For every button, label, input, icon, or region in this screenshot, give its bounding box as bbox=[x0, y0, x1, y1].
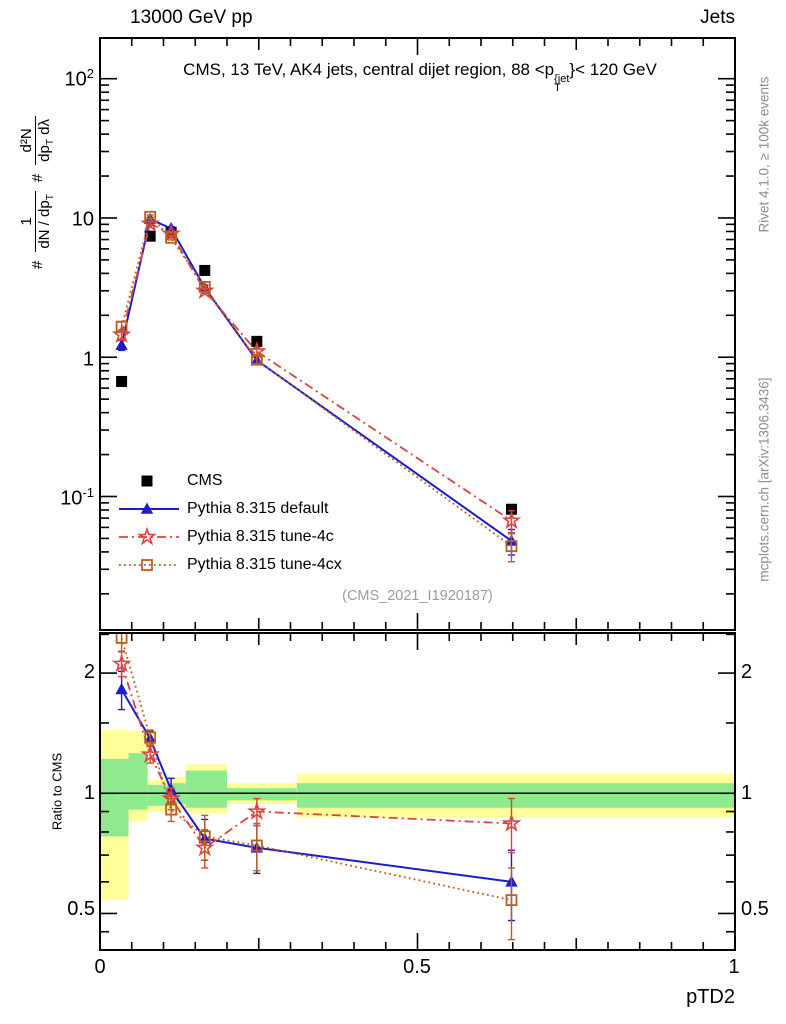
series-line bbox=[120, 222, 512, 522]
beam-energy-label: 13000 GeV pp bbox=[130, 7, 253, 28]
ratio-tick-05-left: 0.5 bbox=[67, 898, 95, 920]
plot-title-supsub: {jet T bbox=[554, 73, 570, 94]
mcplots-arxiv-note: mcplots.cern.ch [arXiv:1306.3436] bbox=[756, 377, 772, 582]
legend-swatch-pythia-tune-4c bbox=[119, 526, 179, 546]
legend-item-cms: CMS bbox=[117, 470, 223, 492]
plot-title-post: }< 120 GeV bbox=[569, 60, 657, 79]
ylabel-frac-1: 1 dN / dpT bbox=[18, 191, 59, 252]
x-tick-1: 1 bbox=[728, 956, 740, 978]
band-green bbox=[185, 770, 227, 808]
band-green bbox=[147, 784, 167, 806]
legend-item-pythia-tune-4cx: Pythia 8.315 tune-4cx bbox=[117, 554, 342, 576]
legend-label-pythia-default: Pythia 8.315 default bbox=[187, 500, 329, 517]
x-tick-05: 0.5 bbox=[403, 956, 431, 978]
main-y-axis-label: #1 dN / dpT # d²N dpT dλ bbox=[18, 42, 59, 342]
y-tick-1e2: 102 bbox=[64, 66, 94, 91]
ylabel-hash-1: # bbox=[29, 260, 47, 269]
band-green bbox=[296, 783, 734, 808]
series-line bbox=[120, 215, 513, 547]
ratio-tick-1-left: 1 bbox=[83, 782, 95, 804]
series-line bbox=[120, 637, 512, 901]
legend-label-pythia-tune-4c: Pythia 8.315 tune-4c bbox=[187, 528, 334, 545]
plot-title-sub: T bbox=[554, 82, 561, 94]
series-pythia-8-315-tune-4cx bbox=[115, 210, 518, 563]
y-tick-10: 10 bbox=[71, 208, 94, 231]
series-pythia-8-315-tune-4cx bbox=[115, 634, 518, 941]
rivet-version-note: Rivet 4.1.0, ≥ 100k events bbox=[756, 76, 772, 233]
ratio-panel-border bbox=[99, 632, 736, 951]
legend-label-cms: CMS bbox=[187, 472, 223, 489]
analysis-id-watermark: (CMS_2021_I1920187) bbox=[342, 588, 493, 604]
legend-swatch-pythia-default bbox=[119, 502, 179, 514]
legend-label-pythia-tune-4cx: Pythia 8.315 tune-4cx bbox=[187, 556, 342, 573]
axis-ticks bbox=[99, 39, 736, 949]
series-line bbox=[120, 217, 513, 542]
ylabel-hash-2: # bbox=[29, 173, 47, 183]
x-axis-title: pTD2 bbox=[686, 986, 735, 1008]
ratio-tick-2-right: 2 bbox=[741, 661, 753, 683]
ratio-uncertainty-bands bbox=[101, 730, 734, 901]
ratio-tick-2-left: 2 bbox=[83, 661, 95, 683]
plot-title-pre: CMS, 13 TeV, AK4 jets, central dijet reg… bbox=[183, 60, 555, 79]
plot-title: CMS, 13 TeV, AK4 jets, central dijet reg… bbox=[95, 60, 745, 94]
x-tick-0: 0 bbox=[94, 956, 106, 978]
legend-item-pythia-tune-4c: Pythia 8.315 tune-4c bbox=[117, 526, 334, 548]
series-line bbox=[120, 663, 512, 850]
series-line bbox=[120, 688, 512, 883]
series-pythia-8-315-tune-4c bbox=[111, 651, 522, 869]
analysis-group-label: Jets bbox=[700, 7, 735, 28]
plot-title-sup: {jet bbox=[554, 73, 570, 85]
ylabel-frac-2: d²N dpT dλ bbox=[18, 116, 59, 165]
legend-swatch-pythia-tune-4cx bbox=[119, 559, 179, 571]
band-green bbox=[101, 758, 129, 837]
ratio-tick-05-right: 0.5 bbox=[741, 898, 769, 920]
band-green bbox=[128, 753, 148, 810]
legend-swatch-cms bbox=[141, 475, 153, 487]
band-green bbox=[227, 788, 297, 801]
y-tick-1e-1: 10-1 bbox=[60, 485, 94, 510]
main-panel-border bbox=[99, 37, 736, 631]
ratio-tick-1-right: 1 bbox=[741, 782, 753, 804]
ratio-y-axis-label: Ratio to CMS bbox=[49, 752, 65, 831]
legend-item-pythia-default: Pythia 8.315 default bbox=[117, 498, 328, 520]
y-tick-1: 1 bbox=[82, 348, 94, 371]
